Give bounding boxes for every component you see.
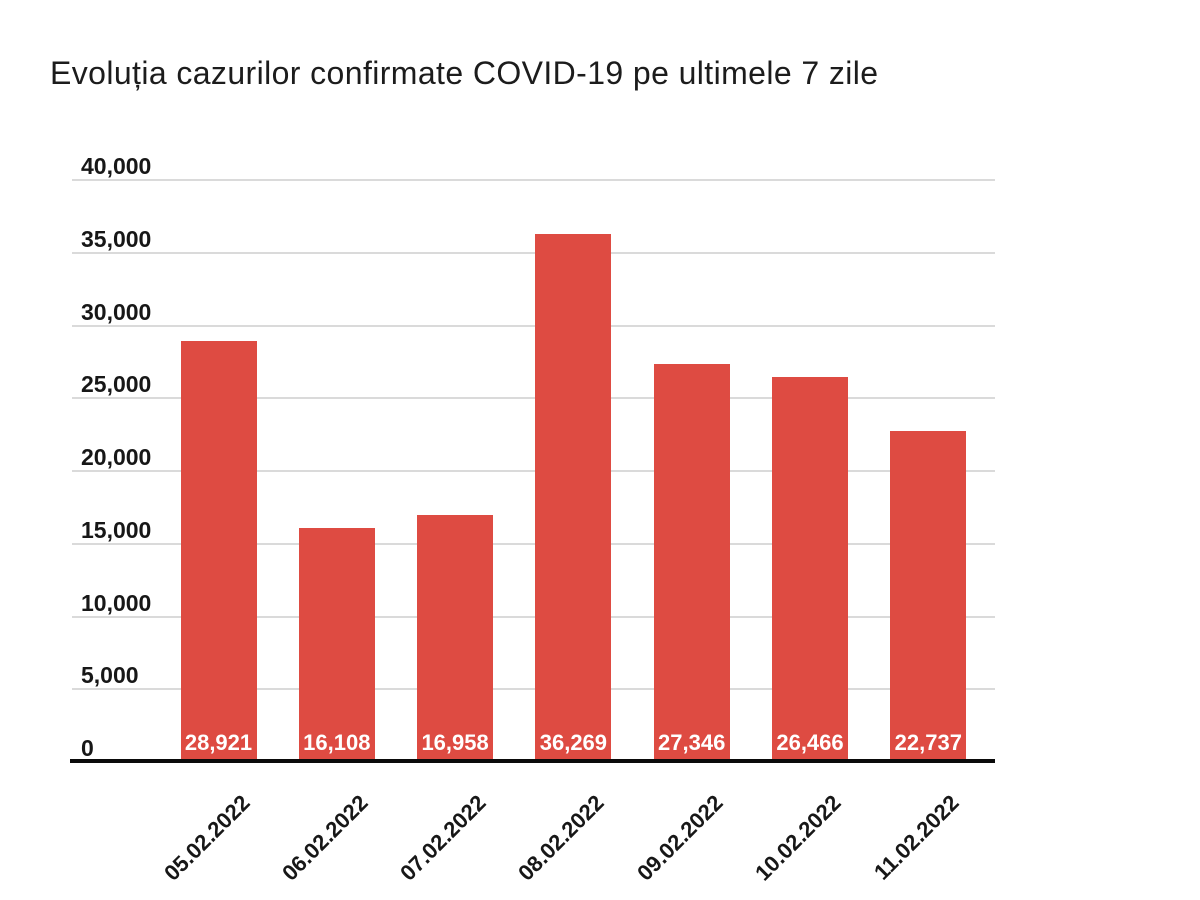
bar-value-label: 28,921 xyxy=(184,730,253,755)
gridline xyxy=(72,251,995,254)
gridline xyxy=(72,324,995,327)
bar xyxy=(653,364,730,762)
bar-value-label: 26,466 xyxy=(776,730,844,755)
bar-value-label: 36,269 xyxy=(539,730,608,755)
x-axis-label: 09.02.2022 xyxy=(631,790,728,886)
gridline xyxy=(72,470,995,472)
gridline xyxy=(72,688,995,691)
y-axis-tick-label: 20,000 xyxy=(81,444,152,470)
bar xyxy=(890,431,967,762)
gridline xyxy=(72,615,995,618)
y-axis-tick-label: 10,000 xyxy=(81,589,152,616)
y-axis-tick-label: 40,000 xyxy=(81,153,152,179)
y-axis-tick-label: 25,000 xyxy=(81,371,152,398)
x-axis-label: 06.02.2022 xyxy=(276,790,373,886)
x-axis-label: 07.02.2022 xyxy=(395,790,491,886)
y-axis-tick-label: 30,000 xyxy=(81,298,152,325)
y-axis-tick-label: 0 xyxy=(81,735,94,761)
bar xyxy=(298,527,375,762)
bar xyxy=(417,515,494,762)
x-axis-label: 11.02.2022 xyxy=(869,790,964,885)
y-axis-tick-label: 5,000 xyxy=(81,662,139,689)
gridline xyxy=(72,542,995,545)
y-axis-tick-label: 15,000 xyxy=(81,516,152,543)
bar-value-label: 16,108 xyxy=(303,730,371,755)
gridline xyxy=(72,179,995,181)
chart-title: Evoluția cazurilor confirmate COVID-19 p… xyxy=(50,55,879,91)
bar xyxy=(535,234,612,762)
bar xyxy=(772,376,848,762)
y-axis-tick-label: 35,000 xyxy=(81,225,152,252)
gridline xyxy=(72,397,995,400)
bar-value-label: 27,346 xyxy=(658,730,726,755)
bar-value-label: 22,737 xyxy=(894,730,962,755)
x-axis-label: 05.02.2022 xyxy=(158,790,255,886)
x-axis-label: 10.02.2022 xyxy=(750,790,846,886)
bar-value-label: 16,958 xyxy=(421,730,489,755)
bar xyxy=(180,341,257,762)
x-axis-line xyxy=(70,759,995,763)
x-axis-label: 08.02.2022 xyxy=(513,790,610,886)
